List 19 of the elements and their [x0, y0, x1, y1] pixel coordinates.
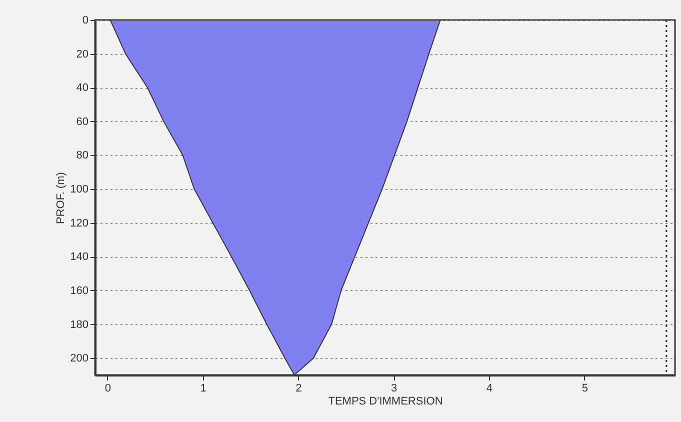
x-tick-label: 5 — [582, 382, 588, 394]
x-tick-label: 2 — [296, 382, 302, 394]
y-tick-label: 20 — [76, 48, 88, 60]
y-tick-label: 40 — [76, 82, 88, 94]
x-tick-label: 4 — [486, 382, 493, 394]
y-tick-label: 160 — [70, 284, 88, 297]
x-tick-label: 3 — [391, 382, 398, 394]
y-axis-title: PROF. (m) — [55, 172, 68, 224]
x-axis-title: TEMPS D'IMMERSION — [328, 396, 443, 408]
y-tick-label: 60 — [76, 116, 88, 128]
x-tick-label: 1 — [200, 382, 206, 394]
x-tick-label: 0 — [104, 382, 111, 394]
y-tick-label: 0 — [82, 14, 88, 26]
y-tick-label: 200 — [70, 352, 88, 365]
y-tick-label: 120 — [70, 217, 88, 230]
y-tick-label: 100 — [70, 184, 88, 196]
y-tick-label: 80 — [76, 150, 88, 162]
y-tick-label: 140 — [70, 251, 88, 264]
y-tick-label: 180 — [70, 318, 88, 331]
